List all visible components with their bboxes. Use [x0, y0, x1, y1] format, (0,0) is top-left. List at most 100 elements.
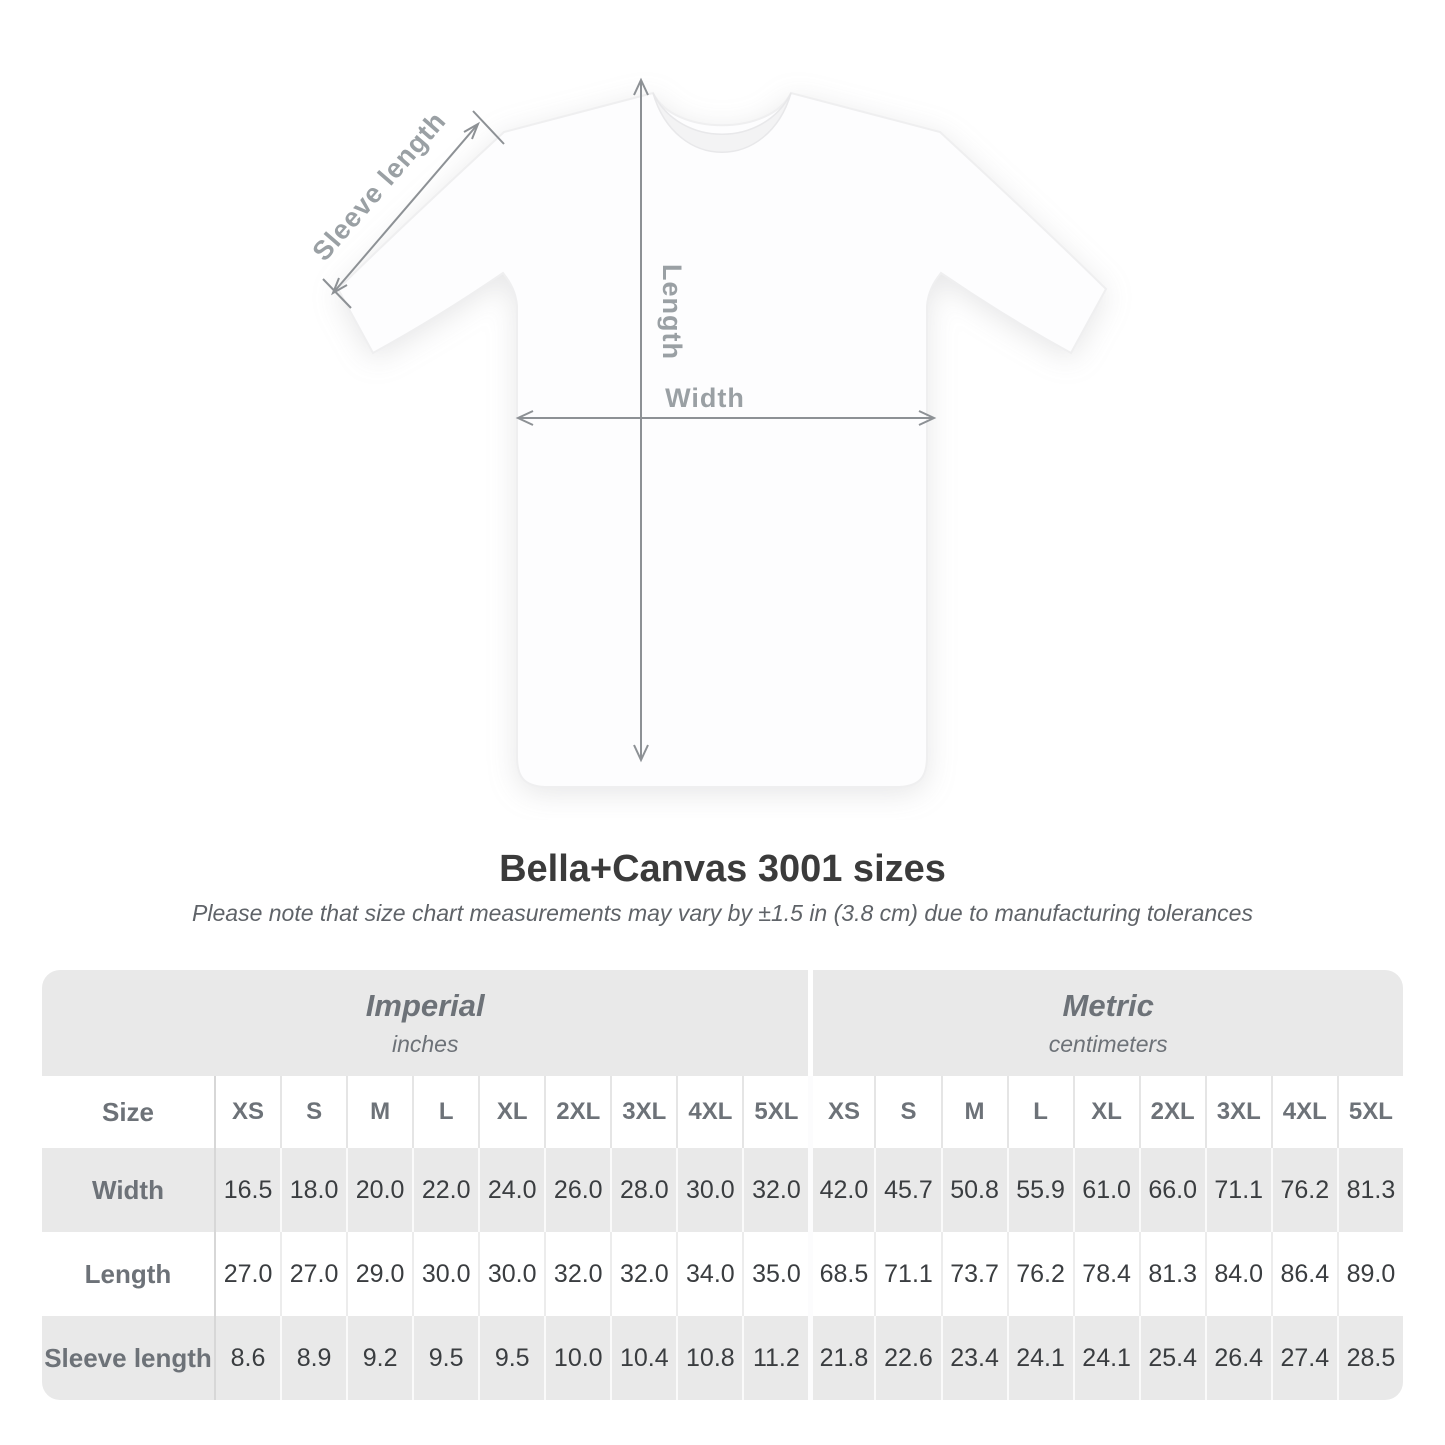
- length-arrow: [633, 77, 649, 763]
- size-col-metric-s: S: [874, 1076, 940, 1148]
- size-col-imperial-2xl: 2XL: [544, 1076, 610, 1148]
- cell-length-imperial-s: 27.0: [280, 1232, 346, 1316]
- cell-length-metric-4xl: 86.4: [1270, 1232, 1337, 1316]
- cell-width-metric-3xl: 71.1: [1204, 1148, 1271, 1232]
- metric-label: Metric: [1062, 988, 1154, 1023]
- size-table: Imperial inches Metric centimeters Size …: [42, 970, 1403, 1400]
- cell-length-metric-5xl: 89.0: [1336, 1232, 1403, 1316]
- row-label-sleeve-length: Sleeve length: [44, 1342, 212, 1373]
- tolerance-note: Please note that size chart measurements…: [192, 900, 1253, 926]
- cell-length-metric-l: 76.2: [1006, 1232, 1073, 1316]
- measurement-row-sleeve-length: Sleeve length 8.6 8.9 9.2 9.5 9.5 10.0 10.4 10.8…: [42, 1316, 1403, 1400]
- measurement-arrows: [322, 77, 937, 763]
- size-col-imperial-4xl: 4XL: [676, 1076, 742, 1148]
- width-label: Width: [665, 383, 745, 413]
- unit-group-row: Imperial inches Metric centimeters: [42, 970, 1403, 1076]
- cell-width-imperial-xl: 24.0: [478, 1148, 544, 1232]
- cell-sleeve-length-imperial-4xl: 10.8: [676, 1316, 742, 1400]
- size-col-metric-l: L: [1006, 1076, 1073, 1148]
- size-col-metric-xl: XL: [1072, 1076, 1139, 1148]
- measurement-row-width: Width 16.5 18.0 20.0 22.0 24.0 26.0 28.0 30.0 32.…: [42, 1148, 1403, 1232]
- cell-width-imperial-3xl: 28.0: [610, 1148, 676, 1232]
- size-col-metric-m: M: [940, 1076, 1007, 1148]
- cell-sleeve-length-metric-3xl: 26.4: [1204, 1316, 1271, 1400]
- size-col-imperial-l: L: [412, 1076, 478, 1148]
- width-arrow: [515, 410, 937, 426]
- cell-sleeve-length-metric-xs: 21.8: [808, 1316, 874, 1400]
- length-label: Length: [657, 264, 687, 360]
- size-table-body: Width 16.5 18.0 20.0 22.0 24.0 26.0 28.0 30.0 32.…: [42, 1148, 1403, 1400]
- cell-width-imperial-l: 22.0: [412, 1148, 478, 1232]
- size-header-row: Size XS S M L XL 2XL 3XL 4XL 5XL XS S M L XL 2XL 3XL 4XL…: [42, 1076, 1403, 1148]
- cell-sleeve-length-imperial-3xl: 10.4: [610, 1316, 676, 1400]
- cell-width-metric-2xl: 66.0: [1138, 1148, 1205, 1232]
- size-col-imperial-5xl: 5XL: [742, 1076, 808, 1148]
- imperial-label: Imperial: [365, 988, 485, 1023]
- size-col-metric-xs: XS: [808, 1076, 874, 1148]
- tshirt-measurement-diagram: Sleeve length Length Width: [307, 77, 1108, 788]
- cell-width-imperial-5xl: 32.0: [742, 1148, 808, 1232]
- cell-width-metric-xl: 61.0: [1072, 1148, 1139, 1232]
- size-col-metric-3xl: 3XL: [1204, 1076, 1271, 1148]
- cell-width-metric-s: 45.7: [874, 1148, 940, 1232]
- cell-width-metric-l: 55.9: [1006, 1148, 1073, 1232]
- cell-length-metric-xs: 68.5: [808, 1232, 874, 1316]
- cell-sleeve-length-metric-s: 22.6: [874, 1316, 940, 1400]
- row-label-width: Width: [92, 1174, 164, 1205]
- sleeve-length-arrow: [322, 110, 505, 309]
- cell-width-imperial-2xl: 26.0: [544, 1148, 610, 1232]
- row-label-length: Length: [84, 1258, 172, 1289]
- size-col-imperial-s: S: [280, 1076, 346, 1148]
- size-col-metric-5xl: 5XL: [1336, 1076, 1403, 1148]
- size-col-metric-2xl: 2XL: [1138, 1076, 1205, 1148]
- cell-sleeve-length-metric-l: 24.1: [1006, 1316, 1073, 1400]
- cell-sleeve-length-metric-4xl: 27.4: [1270, 1316, 1337, 1400]
- cell-length-imperial-xs: 27.0: [214, 1232, 280, 1316]
- tshirt-diagram-svg: Sleeve length Length Width: [307, 77, 1108, 788]
- cell-sleeve-length-imperial-2xl: 10.0: [544, 1316, 610, 1400]
- size-col-imperial-3xl: 3XL: [610, 1076, 676, 1148]
- cell-length-imperial-2xl: 32.0: [544, 1232, 610, 1316]
- measurement-row-length: Length 27.0 27.0 29.0 30.0 30.0 32.0 32.0 34.0 35…: [42, 1232, 1403, 1316]
- cell-width-imperial-s: 18.0: [280, 1148, 346, 1232]
- cell-width-metric-xs: 42.0: [808, 1148, 874, 1232]
- imperial-unit-label: inches: [391, 1031, 459, 1057]
- size-col-imperial-m: M: [346, 1076, 412, 1148]
- cell-sleeve-length-metric-m: 23.4: [940, 1316, 1007, 1400]
- collar: [652, 92, 792, 153]
- cell-length-metric-m: 73.7: [940, 1232, 1007, 1316]
- cell-length-imperial-m: 29.0: [346, 1232, 412, 1316]
- size-column-header: Size: [101, 1096, 155, 1127]
- cell-sleeve-length-imperial-l: 9.5: [412, 1316, 478, 1400]
- cell-width-imperial-4xl: 30.0: [676, 1148, 742, 1232]
- cell-width-metric-m: 50.8: [940, 1148, 1007, 1232]
- cell-length-imperial-4xl: 34.0: [676, 1232, 742, 1316]
- cell-length-metric-xl: 78.4: [1072, 1232, 1139, 1316]
- cell-length-metric-3xl: 84.0: [1204, 1232, 1271, 1316]
- cell-width-metric-5xl: 81.3: [1336, 1148, 1403, 1232]
- cell-sleeve-length-imperial-s: 8.9: [280, 1316, 346, 1400]
- cell-width-metric-4xl: 76.2: [1270, 1148, 1337, 1232]
- cell-sleeve-length-imperial-m: 9.2: [346, 1316, 412, 1400]
- cell-sleeve-length-imperial-5xl: 11.2: [742, 1316, 808, 1400]
- cell-sleeve-length-metric-2xl: 25.4: [1138, 1316, 1205, 1400]
- cell-length-imperial-5xl: 35.0: [742, 1232, 808, 1316]
- cell-sleeve-length-metric-xl: 24.1: [1072, 1316, 1139, 1400]
- cell-width-imperial-m: 20.0: [346, 1148, 412, 1232]
- metric-unit-label: centimeters: [1048, 1031, 1168, 1057]
- cell-sleeve-length-imperial-xs: 8.6: [214, 1316, 280, 1400]
- size-col-imperial-xl: XL: [478, 1076, 544, 1148]
- metric-header: Metric centimeters: [808, 970, 1403, 1076]
- cell-length-metric-2xl: 81.3: [1138, 1232, 1205, 1316]
- page-title: Bella+Canvas 3001 sizes: [499, 848, 946, 890]
- cell-length-imperial-xl: 30.0: [478, 1232, 544, 1316]
- cell-width-imperial-xs: 16.5: [214, 1148, 280, 1232]
- cell-length-imperial-3xl: 32.0: [610, 1232, 676, 1316]
- cell-sleeve-length-metric-5xl: 28.5: [1336, 1316, 1403, 1400]
- cell-length-imperial-l: 30.0: [412, 1232, 478, 1316]
- imperial-header: Imperial inches: [42, 970, 809, 1076]
- size-col-imperial-xs: XS: [214, 1076, 280, 1148]
- size-col-metric-4xl: 4XL: [1270, 1076, 1337, 1148]
- tshirt-silhouette: [336, 91, 1108, 788]
